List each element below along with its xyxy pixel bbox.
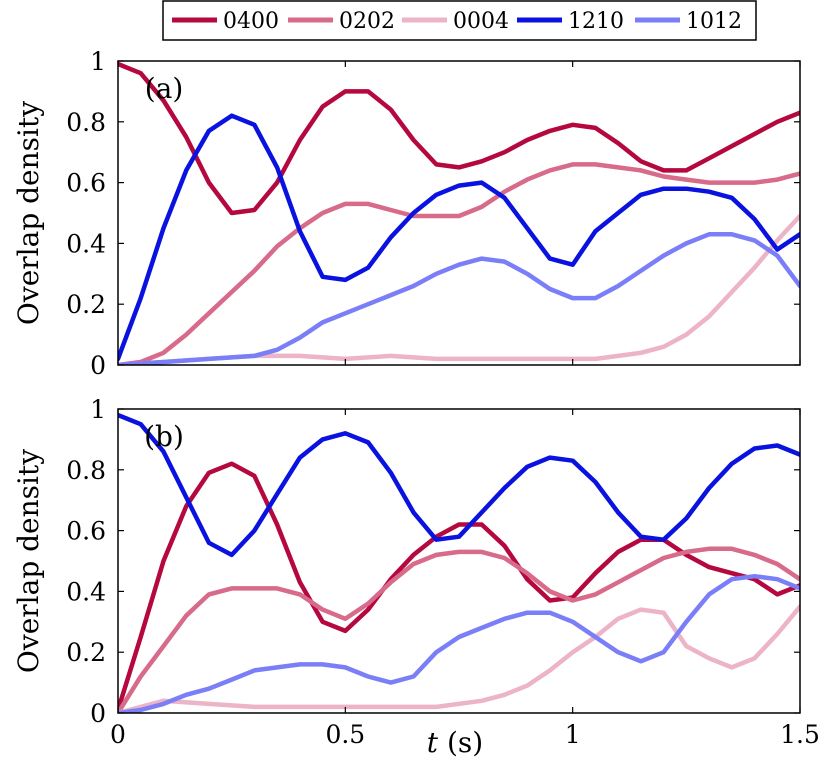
series-lines (118, 412, 800, 713)
x-tick-label: 1 (565, 720, 581, 749)
panel-label: (a) (145, 72, 184, 105)
series-lines (118, 61, 800, 365)
series-line-1210 (118, 113, 800, 362)
y-tick-label: 0.8 (66, 456, 106, 485)
legend-label: 0004 (453, 9, 509, 34)
series-line-1012 (118, 573, 800, 713)
y-tick-label: 1 (90, 47, 106, 76)
panel-label: (b) (144, 420, 184, 453)
y-axis-label: Overlap density (12, 449, 45, 673)
x-tick-label: 0.5 (325, 720, 365, 749)
y-tick-label: 0.6 (66, 169, 106, 198)
series-line-0004 (118, 604, 800, 713)
y-tick-label: 1 (90, 395, 106, 424)
legend-label: 0202 (339, 9, 395, 34)
y-tick-label: 0.4 (66, 577, 106, 606)
series-line-0202 (118, 546, 800, 713)
series-line-0004 (118, 213, 800, 365)
y-tick-label: 0.8 (66, 108, 106, 137)
x-tick-label: 0 (110, 720, 126, 749)
y-tick-label: 0.6 (66, 517, 106, 546)
legend-label: 1210 (568, 9, 624, 34)
y-tick-label: 0 (90, 351, 106, 380)
legend-label: 0400 (223, 9, 279, 34)
series-line-0202 (118, 162, 800, 365)
series-line-0400 (118, 61, 800, 216)
x-tick-label: 1.5 (780, 720, 820, 749)
x-axis-label: t (s) (427, 726, 483, 759)
panel-b: 0 0.2 0.4 0.6 0.8 1 0 0.5 1 1.5 (b) Overlap density (12, 395, 820, 749)
y-tick-label: 0.2 (66, 290, 106, 319)
series-line-0400 (118, 461, 800, 713)
y-tick-label: 0.4 (66, 229, 106, 258)
y-tick-label: 0 (90, 699, 106, 728)
legend-label: 1012 (686, 9, 742, 34)
series-line-1012 (118, 232, 800, 365)
axes-frame (117, 408, 801, 714)
y-axis-label: Overlap density (12, 101, 45, 325)
y-tick-label: 0.2 (66, 638, 106, 667)
series-line-1210 (118, 412, 800, 558)
legend: 0400 0202 0004 1210 1012 (162, 0, 757, 41)
panel-a: 0 0.2 0.4 0.6 0.8 1 (a) Overlap density (12, 47, 801, 380)
axes-frame (117, 60, 801, 366)
